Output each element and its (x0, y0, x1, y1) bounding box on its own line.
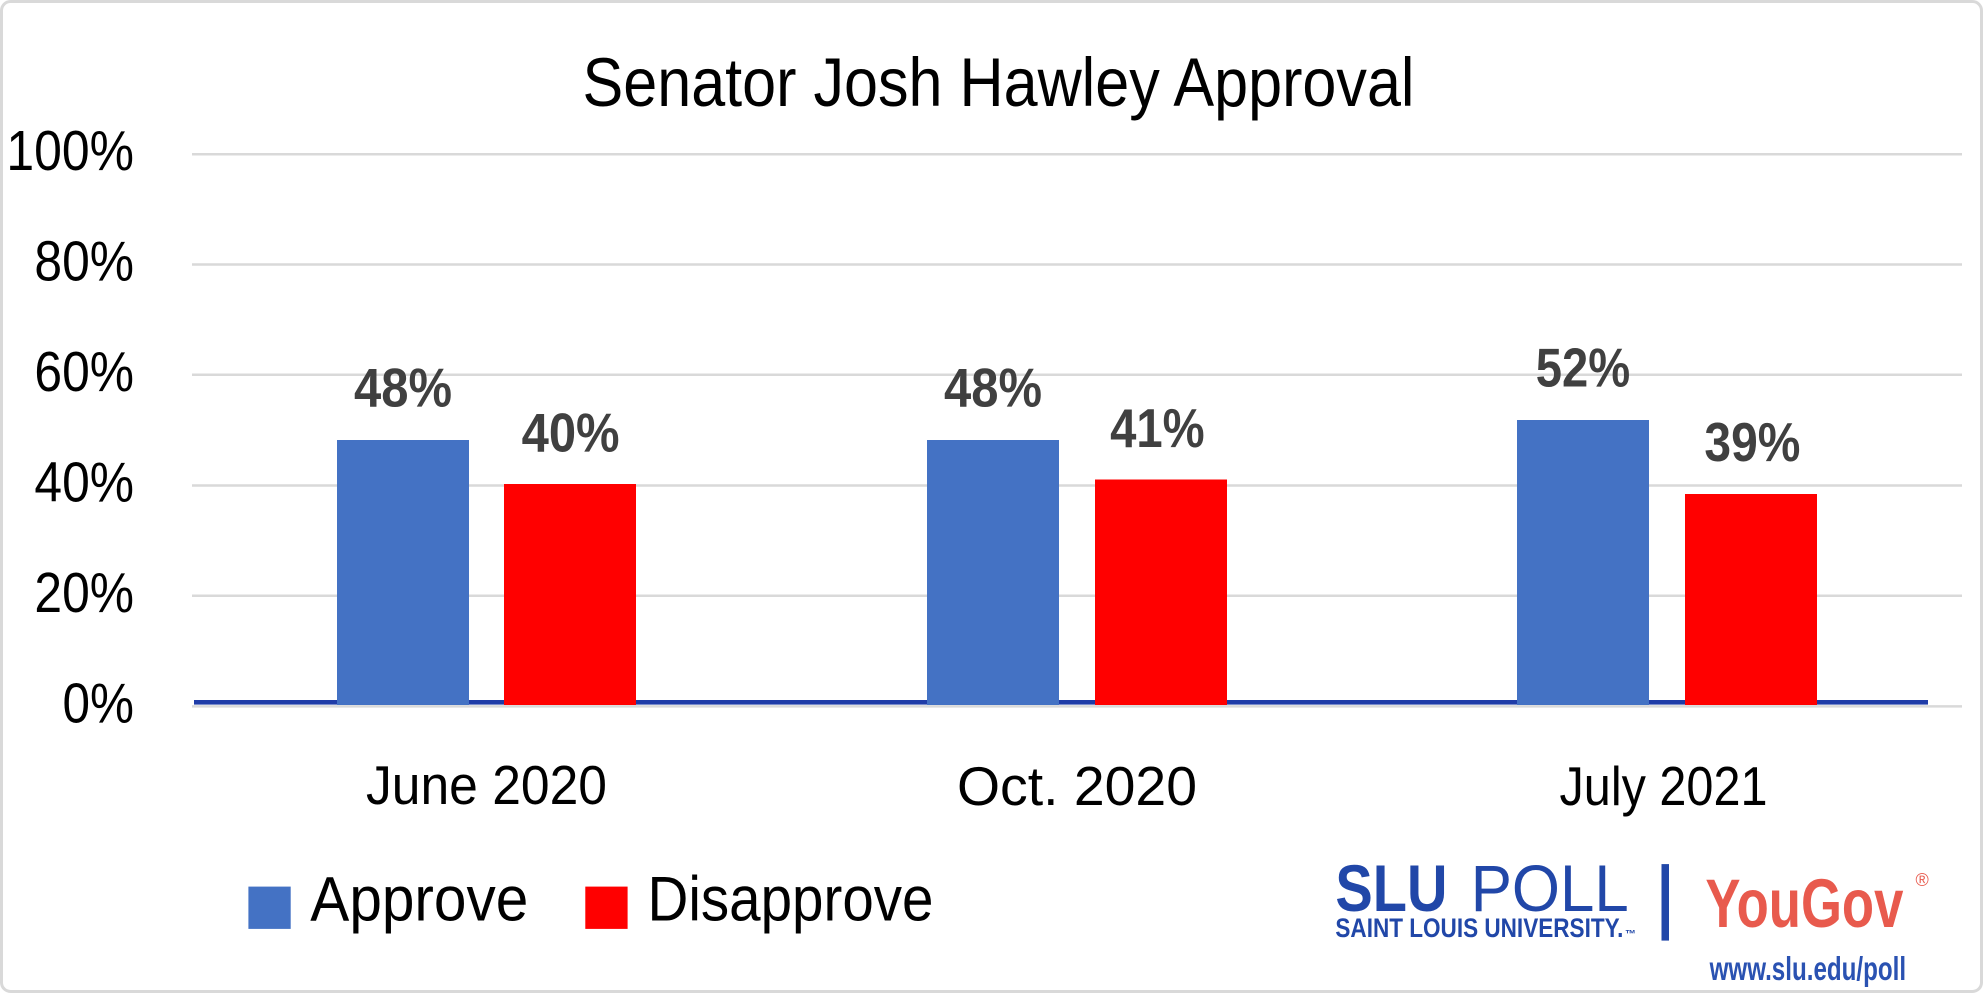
svg-text:40%: 40% (34, 451, 134, 515)
svg-text:48%: 48% (354, 357, 452, 419)
svg-text:June 2020: June 2020 (366, 754, 607, 816)
svg-text:Approve: Approve (310, 865, 528, 935)
svg-text:SLU: SLU (1335, 851, 1447, 925)
svg-text:www.slu.edu/poll: www.slu.edu/poll (1709, 950, 1906, 987)
svg-text:39%: 39% (1704, 411, 1800, 473)
svg-text:40%: 40% (522, 402, 620, 464)
svg-text:®: ® (1916, 870, 1929, 890)
svg-text:0%: 0% (63, 671, 135, 735)
svg-text:Senator Josh Hawley Approval: Senator Josh Hawley Approval (583, 44, 1415, 121)
svg-text:100%: 100% (6, 119, 134, 183)
svg-text:POLL: POLL (1471, 851, 1629, 925)
svg-text:™: ™ (1625, 928, 1636, 940)
svg-text:20%: 20% (34, 561, 134, 625)
svg-text:Oct. 2020: Oct. 2020 (957, 755, 1197, 817)
svg-text:52%: 52% (1536, 337, 1630, 399)
svg-text:YouGov: YouGov (1705, 865, 1903, 942)
svg-text:SAINT LOUIS UNIVERSITY.: SAINT LOUIS UNIVERSITY. (1335, 913, 1623, 943)
svg-text:Disapprove: Disapprove (648, 865, 934, 935)
svg-text:60%: 60% (34, 340, 134, 404)
svg-text:80%: 80% (34, 230, 134, 294)
svg-text:48%: 48% (944, 357, 1042, 419)
svg-text:July 2021: July 2021 (1560, 755, 1768, 817)
svg-text:41%: 41% (1110, 397, 1205, 459)
